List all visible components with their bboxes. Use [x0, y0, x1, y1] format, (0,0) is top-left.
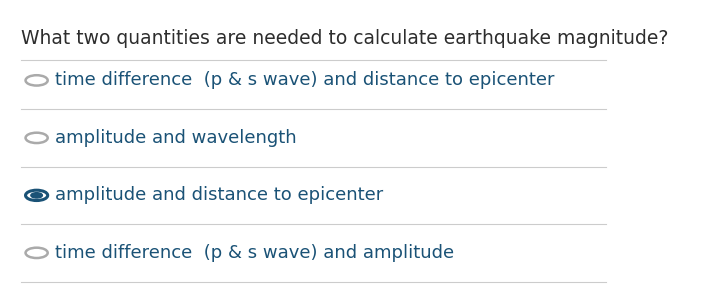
Circle shape: [25, 133, 48, 143]
Text: What two quantities are needed to calculate earthquake magnitude?: What two quantities are needed to calcul…: [21, 29, 668, 48]
Circle shape: [25, 190, 48, 200]
Text: amplitude and distance to epicenter: amplitude and distance to epicenter: [55, 186, 383, 204]
Text: time difference  (p & s wave) and distance to epicenter: time difference (p & s wave) and distanc…: [55, 71, 555, 89]
Circle shape: [31, 193, 43, 198]
Circle shape: [25, 75, 48, 86]
Circle shape: [25, 248, 48, 258]
Text: amplitude and wavelength: amplitude and wavelength: [55, 129, 297, 147]
Text: time difference  (p & s wave) and amplitude: time difference (p & s wave) and amplitu…: [55, 244, 454, 262]
